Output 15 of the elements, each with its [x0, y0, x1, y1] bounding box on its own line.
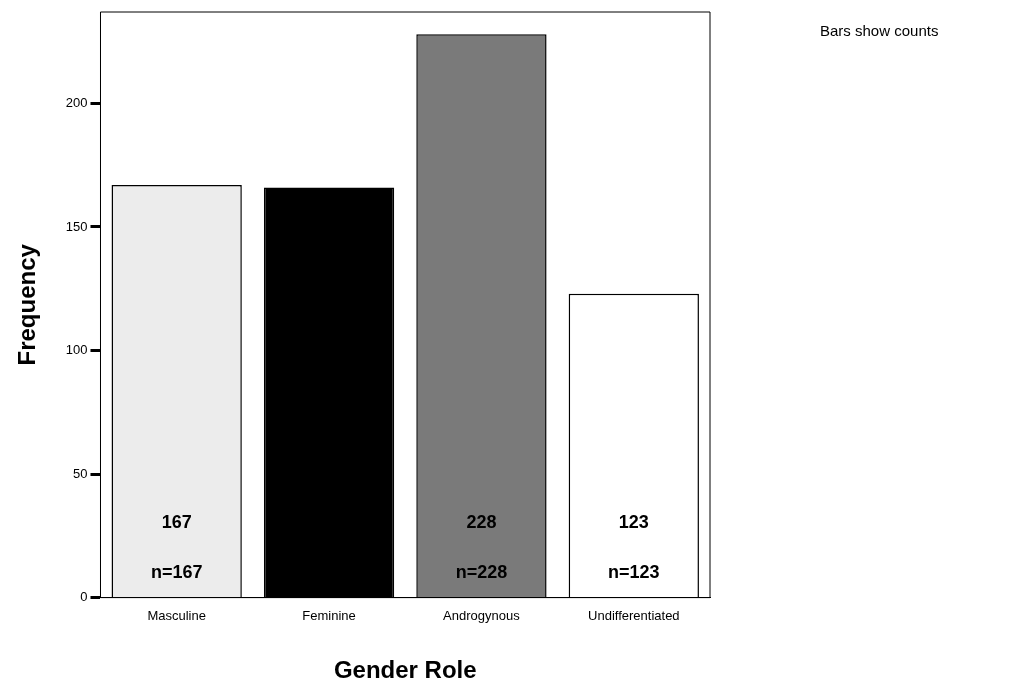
x-tick-label: Androgynous [443, 607, 521, 623]
y-axis-title: Frequency [13, 243, 41, 366]
y-tick-label: 200 [65, 95, 88, 110]
text: 123 n=123 [608, 511, 660, 582]
text: 167 n=167 [150, 511, 203, 582]
x-axis-title: Gender Role [333, 656, 477, 684]
y-tick-label: 0 [80, 589, 88, 605]
x-tick-label: Undifferentiated [588, 607, 680, 623]
x-tick-label: Masculine [147, 607, 206, 623]
text: 228 n=228 [455, 511, 508, 582]
text: Bars show counts [820, 22, 939, 39]
y-tick-label: 100 [65, 342, 88, 358]
x-tick-label: Feminine [302, 607, 356, 623]
y-tick-label: 50 [73, 465, 88, 481]
y-tick-label: 150 [65, 218, 88, 234]
